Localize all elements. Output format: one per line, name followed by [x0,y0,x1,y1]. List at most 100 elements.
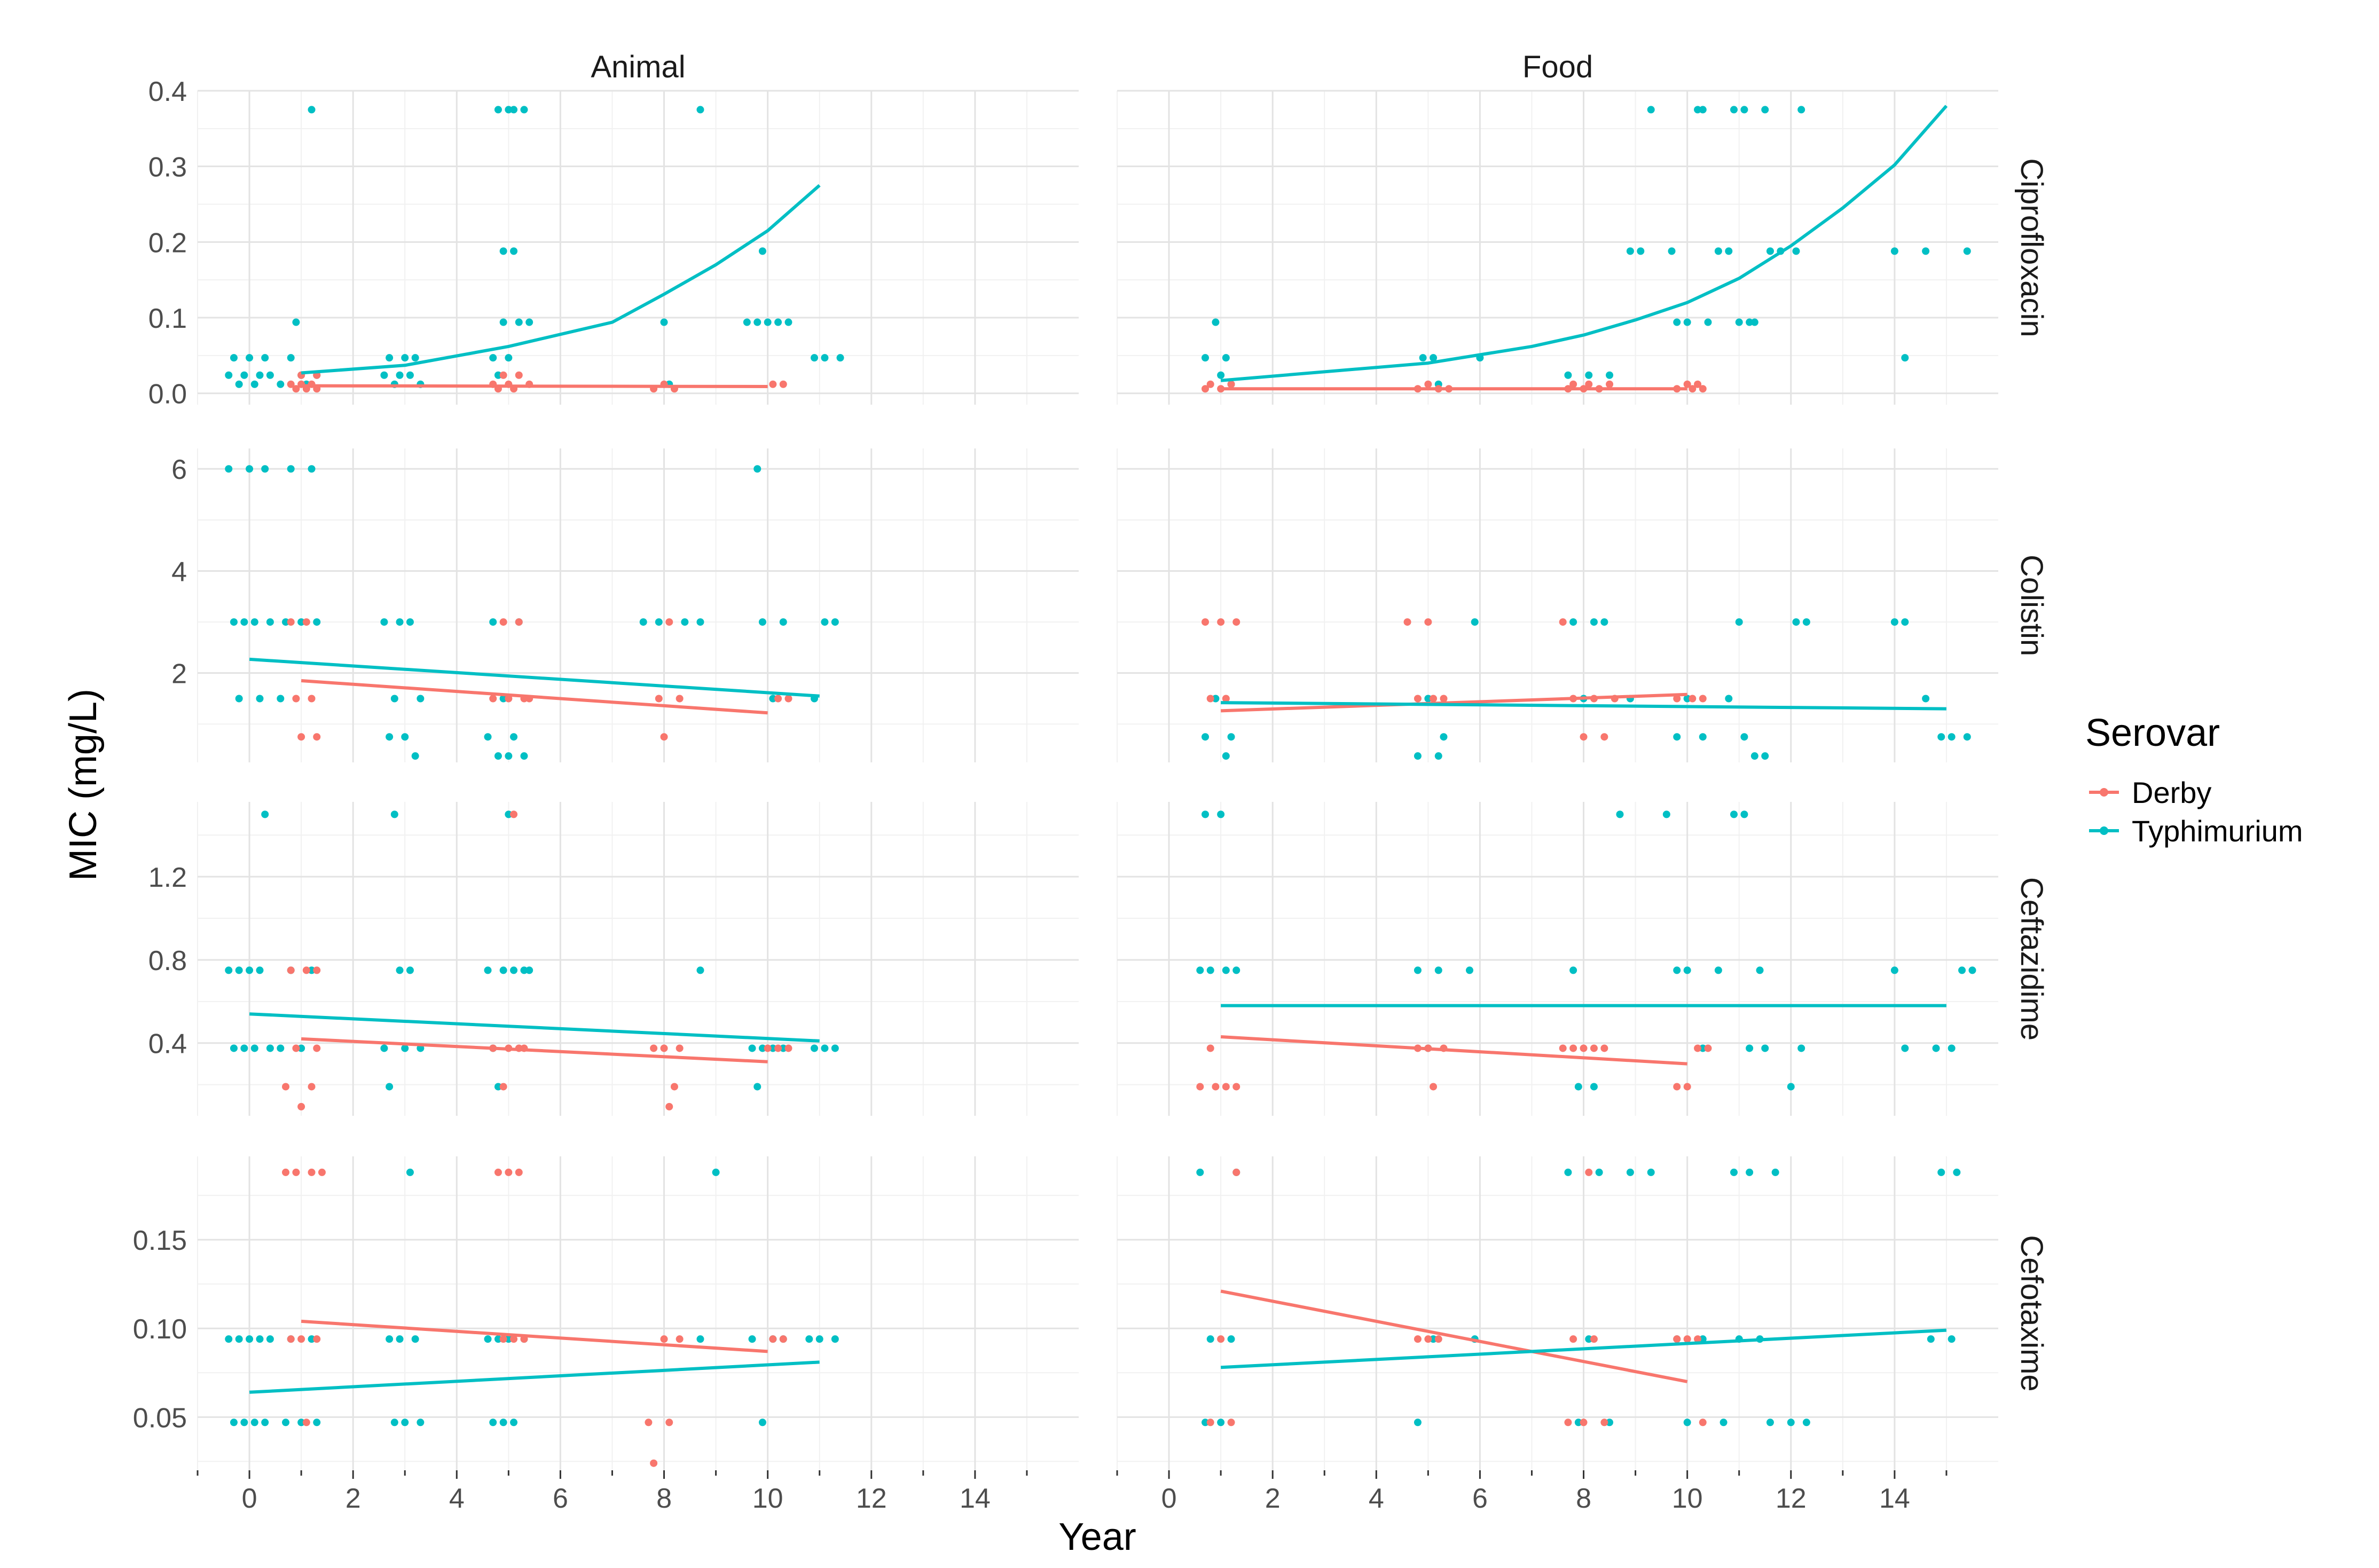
point-derby [308,1083,316,1091]
point-typhimurium [1232,966,1240,974]
point-typhimurium [1196,1168,1204,1176]
trend-line-derby [301,384,768,388]
point-typhimurium [396,1335,404,1343]
point-typhimurium [1202,733,1209,741]
point-typhimurium [758,618,766,626]
point-derby [313,1044,321,1052]
point-typhimurium [1569,966,1577,974]
point-typhimurium [743,318,751,326]
point-typhimurium [758,1419,766,1427]
point-derby [769,380,777,388]
point-typhimurium [386,1083,394,1091]
point-derby [1212,1083,1220,1091]
x-tick-label: 10 [1672,1483,1703,1514]
point-typhimurium [1430,1335,1438,1343]
point-derby [302,966,310,974]
panel-ceftazidime-food [1117,802,1998,1116]
point-derby [1206,1419,1214,1427]
point-derby [318,1168,326,1176]
point-typhimurium [499,247,507,255]
y-tick-label: 4 [171,556,187,587]
point-typhimurium [1414,1419,1422,1427]
point-derby [655,695,663,703]
point-typhimurium [494,1083,502,1091]
point-typhimurium [831,618,839,626]
point-derby [1559,1044,1567,1052]
x-tick-label: 8 [656,1483,672,1514]
point-typhimurium [250,380,258,388]
point-derby [282,1168,289,1176]
point-typhimurium [1590,1083,1598,1091]
trend-line-typhimurium [1221,701,1946,711]
point-typhimurium [1922,247,1930,255]
point-typhimurium [1699,1335,1707,1343]
point-typhimurium [225,1335,233,1343]
point-typhimurium [417,1419,425,1427]
point-typhimurium [1471,618,1479,626]
y-tick-label: 0.2 [148,227,187,258]
point-typhimurium [1217,371,1225,379]
point-typhimurium [769,695,777,703]
y-tick-label: 0.3 [148,152,187,183]
point-typhimurium [1787,1419,1795,1427]
point-typhimurium [821,618,829,626]
point-typhimurium [246,1335,254,1343]
trend-line-derby [1220,692,1687,713]
point-typhimurium [1699,733,1707,741]
point-derby [1403,618,1411,626]
point-typhimurium [748,1044,756,1052]
point-derby [660,1335,668,1343]
point-typhimurium [230,354,238,362]
point-typhimurium [266,371,274,379]
point-derby [1683,1083,1691,1091]
point-typhimurium [287,354,295,362]
point-typhimurium [256,371,264,379]
point-derby [1206,380,1214,388]
point-typhimurium [639,618,647,626]
y-axis-title: MIC (mg/L) [62,689,105,881]
point-typhimurium [1564,1168,1572,1176]
point-typhimurium [1699,106,1707,114]
point-derby [1222,695,1230,703]
point-typhimurium [1901,354,1909,362]
point-typhimurium [411,752,419,760]
point-derby [1689,695,1697,703]
point-typhimurium [1606,371,1614,379]
point-typhimurium [380,618,388,626]
point-derby [302,618,310,626]
point-typhimurium [266,618,274,626]
point-derby [1673,695,1681,703]
point-derby [1430,1083,1438,1091]
point-typhimurium [240,371,248,379]
facet-row-label-ciprofloxacin: Ciprofloxacin [2014,158,2049,337]
point-derby [670,1083,678,1091]
point-typhimurium [1725,695,1733,703]
point-typhimurium [1626,1168,1634,1176]
point-typhimurium [510,247,518,255]
point-derby [1673,1083,1681,1091]
point-typhimurium [510,733,518,741]
point-typhimurium [1932,1044,1940,1052]
trend-line-typhimurium [249,1012,820,1043]
point-derby [515,618,523,626]
point-typhimurium [1574,1419,1582,1427]
point-typhimurium [811,1044,818,1052]
point-typhimurium [1720,1419,1728,1427]
point-typhimurium [1434,752,1442,760]
point-typhimurium [1937,1168,1945,1176]
point-derby [1227,1419,1235,1427]
point-typhimurium [297,618,305,626]
point-typhimurium [1730,810,1738,818]
point-typhimurium [401,1044,409,1052]
point-typhimurium [831,1335,839,1343]
point-typhimurium [499,695,507,703]
point-typhimurium [1771,1168,1779,1176]
point-typhimurium [406,371,414,379]
point-derby [1424,380,1432,388]
point-derby [1569,380,1577,388]
y-tick-label: 0.1 [148,303,187,334]
point-derby [1196,1083,1204,1091]
point-typhimurium [805,1335,813,1343]
point-typhimurium [696,1335,704,1343]
